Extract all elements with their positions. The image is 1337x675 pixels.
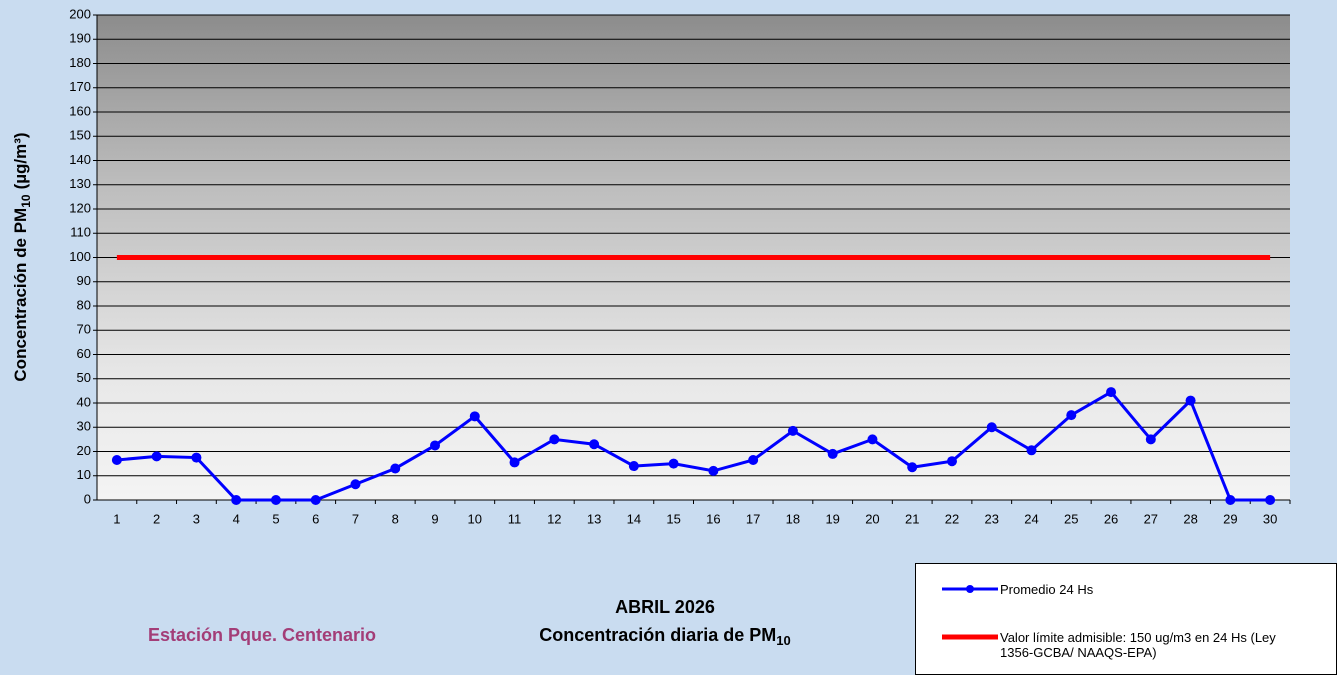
x-tick-label: 16 [706,511,720,526]
y-tick-label: 100 [69,249,91,264]
y-tick-label: 170 [69,79,91,94]
point [748,455,758,465]
chart-title: ABRIL 2026 [615,597,715,617]
legend-item: Valor límite admisible: 150 ug/m3 en 24 … [942,630,1290,660]
x-tick-label: 27 [1144,511,1158,526]
point [907,462,917,472]
x-tick-label: 2 [153,511,160,526]
y-tick-label: 180 [69,55,91,70]
legend: Promedio 24 Hs Valor límite admisible: 15… [915,563,1337,675]
y-tick-label: 140 [69,152,91,167]
x-tick-label: 6 [312,511,319,526]
point [390,463,400,473]
point [510,457,520,467]
x-tick-label: 4 [233,511,240,526]
chart-subtitle: Concentración diaria de PM10 [539,625,791,649]
x-tick-label: 12 [547,511,561,526]
point [1027,445,1037,455]
x-tick-label: 26 [1104,511,1118,526]
point [669,459,679,469]
point [867,434,877,444]
point [828,449,838,459]
y-tick-label: 90 [77,273,91,288]
x-tick-label: 25 [1064,511,1078,526]
y-tick-label: 80 [77,297,91,312]
point [191,453,201,463]
legend-marker [966,585,974,593]
y-tick-label: 10 [77,467,91,482]
x-tick-label: 30 [1263,511,1277,526]
x-tick-label: 22 [945,511,959,526]
station-label: Estación Pque. Centenario [148,625,376,645]
x-tick-label: 15 [666,511,680,526]
page: Concentración de PM10(µg/m³) ABRIL 2026 … [0,0,1337,675]
x-tick-label: 13 [587,511,601,526]
y-tick-label: 20 [77,443,91,458]
legend-swatch [942,630,1000,644]
legend-label: Promedio 24 Hs [1000,582,1290,597]
x-tick-label: 14 [627,511,641,526]
x-tick-label: 28 [1183,511,1197,526]
x-tick-label: 3 [193,511,200,526]
legend-label: Valor límite admisible: 150 ug/m3 en 24 … [1000,630,1290,660]
point [987,422,997,432]
point [1265,495,1275,505]
x-tick-label: 11 [508,511,522,526]
x-tick-label: 23 [985,511,999,526]
subtitle-text: Concentración diaria de PM [539,625,776,645]
x-tick-label: 21 [905,511,919,526]
y-label-text: Concentración de PM [11,208,30,382]
y-tick-label: 200 [69,6,91,21]
y-tick-label: 30 [77,419,91,434]
legend-swatch [942,582,1000,596]
x-tick-label: 17 [746,511,760,526]
y-tick-label: 40 [77,394,91,409]
point [1066,410,1076,420]
x-tick-label: 7 [352,511,359,526]
x-tick-label: 18 [786,511,800,526]
y-tick-label: 160 [69,103,91,118]
point [1225,495,1235,505]
point [1186,396,1196,406]
x-tick-label: 1 [113,511,120,526]
point [350,479,360,489]
y-label-suffix: (µg/m³) [11,132,30,189]
point [271,495,281,505]
y-tick-label: 120 [69,200,91,215]
x-tick-label: 20 [865,511,879,526]
point [1146,434,1156,444]
point [708,466,718,476]
x-tick-label: 19 [825,511,839,526]
x-tick-label: 29 [1223,511,1237,526]
point [788,426,798,436]
point [629,461,639,471]
x-tick-label: 10 [468,511,482,526]
x-tick-label: 8 [392,511,399,526]
point [231,495,241,505]
y-axis-label: Concentración de PM10 (µg/m³) [11,132,33,381]
y-tick-label: 60 [77,346,91,361]
point [549,434,559,444]
point [947,456,957,466]
point [112,455,122,465]
x-tick-label: 24 [1024,511,1038,526]
point [1106,387,1116,397]
y-tick-label: 70 [77,322,91,337]
point [152,451,162,461]
subtitle-sub: 10 [776,633,790,648]
y-tick-label: 0 [84,491,91,506]
point [470,411,480,421]
point [311,495,321,505]
y-label-sub: 10 [19,194,33,208]
y-tick-label: 150 [69,128,91,143]
y-tick-label: 130 [69,176,91,191]
point [430,440,440,450]
point [589,439,599,449]
legend-item: Promedio 24 Hs [942,582,1290,597]
y-tick-label: 110 [70,225,91,240]
y-tick-label: 50 [77,370,91,385]
x-tick-label: 5 [272,511,279,526]
x-tick-label: 9 [431,511,438,526]
y-tick-label: 190 [69,31,91,46]
